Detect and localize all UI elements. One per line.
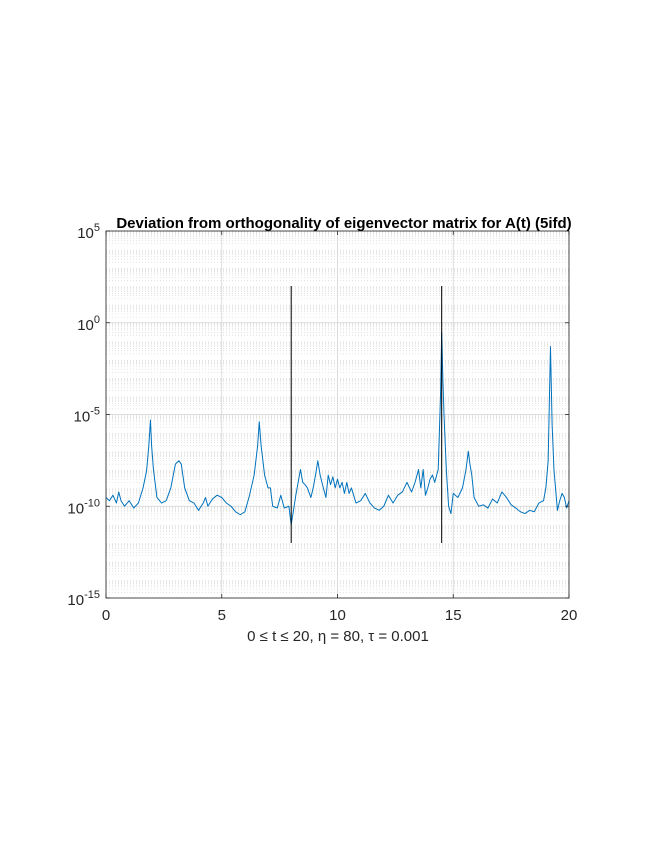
y-tick-label: 10-5 [74, 406, 100, 426]
x-tick-labels: 0 5 10 15 20 [102, 231, 578, 624]
y-tick-label: 100 [77, 314, 100, 334]
y-tick-label: 105 [77, 222, 100, 242]
x-tick-label: 15 [445, 607, 462, 624]
series-layer [105, 331, 570, 526]
x-tick-label: 20 [561, 607, 578, 624]
minor-grid [106, 231, 569, 593]
x-axis-label: 0 ≤ t ≤ 20, η = 80, τ = 0.001 [247, 628, 429, 645]
vertical-markers [290, 286, 443, 543]
series-line-1 [105, 331, 570, 526]
x-tick-label: 10 [329, 607, 346, 624]
chart-title: Deviation from orthogonality of eigenvec… [116, 215, 571, 232]
x-tick-label: 5 [218, 607, 226, 624]
y-tick-labels: 10-15 10-10 10-5 100 105 [67, 222, 569, 609]
y-tick-label: 10-15 [67, 589, 100, 609]
x-tick-label: 0 [102, 607, 110, 624]
y-tick-label: 10-10 [67, 497, 100, 517]
